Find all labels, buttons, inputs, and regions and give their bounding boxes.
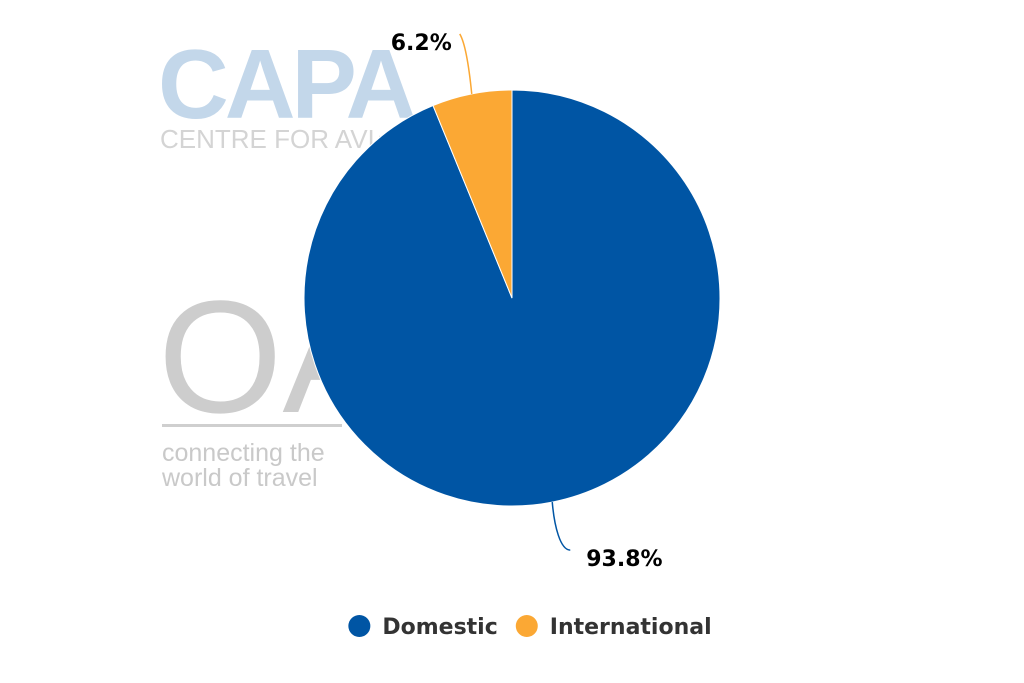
data-labels: 93.8% 6.2% [391, 31, 663, 572]
oag-tagline-line-2: world of travel [161, 464, 318, 492]
legend-label-domestic: Domestic [382, 615, 497, 640]
legend-swatch-international [515, 615, 538, 637]
capa-logo-text: CAPA [158, 29, 415, 139]
connector-international [459, 33, 473, 95]
pie-slices [303, 89, 721, 507]
data-label-international: 6.2% [391, 31, 452, 56]
pie-slice-international[interactable] [432, 89, 513, 299]
data-label-domestic: 93.8% [586, 547, 662, 572]
legend-swatch-domestic [348, 615, 371, 637]
legend-label-international: International [550, 615, 712, 640]
capa-logo-subtitle: CENTRE FOR AVIATION [160, 124, 452, 154]
legend-item-domestic[interactable]: Domestic [348, 615, 498, 640]
legend-item-international[interactable]: International [515, 615, 712, 640]
label-connectors [459, 33, 571, 551]
oag-logo-underline [162, 424, 342, 427]
connector-domestic [551, 502, 571, 551]
legend: Domestic International [348, 615, 712, 640]
oag-tagline-line-1: connecting the [162, 439, 325, 467]
